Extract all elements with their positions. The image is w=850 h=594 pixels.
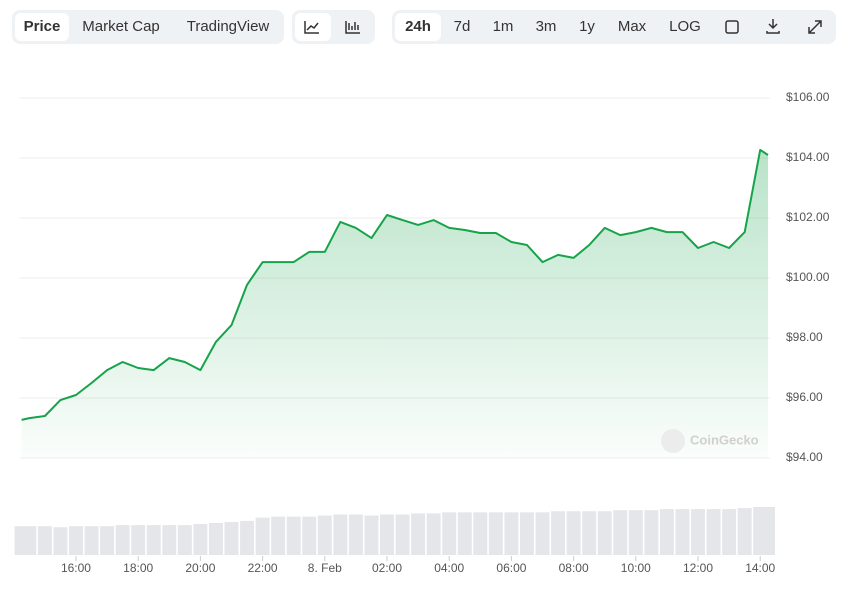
volume-bar (737, 508, 752, 555)
y-tick-label: $100.00 (786, 270, 830, 284)
volume-bar (644, 510, 659, 555)
volume-bar (504, 512, 519, 555)
range-button[interactable]: 1y (579, 18, 595, 35)
range-button[interactable]: 24h (405, 18, 431, 35)
x-tick-label: 8. Feb (308, 561, 342, 575)
volume-bar (208, 523, 223, 555)
fullscreen-icon[interactable] (808, 20, 822, 34)
watermark: CoinGecko (661, 429, 759, 453)
volume-bar (395, 514, 410, 555)
price-line (21, 148, 769, 421)
volume-bar (582, 511, 597, 555)
tab[interactable]: Market Cap (82, 18, 160, 35)
volume-bar (380, 514, 394, 555)
volume-bar (613, 510, 628, 555)
tab-active (15, 13, 69, 41)
x-tick-label: 16:00 (61, 561, 91, 575)
y-tick-label: $102.00 (786, 210, 830, 224)
volume-bar (659, 509, 674, 555)
range-button[interactable]: 7d (454, 18, 471, 35)
x-tick-label: 08:00 (559, 561, 589, 575)
y-tick-label: $98.00 (786, 330, 823, 344)
volume-bar (457, 512, 472, 555)
volume-bar (706, 509, 721, 555)
x-tick-label: 20:00 (185, 561, 215, 575)
watermark-text: CoinGecko (690, 432, 759, 447)
volume-bar (411, 513, 426, 555)
candle-icon[interactable] (345, 21, 360, 34)
x-tick-label: 02:00 (372, 561, 402, 575)
volume-bar (551, 511, 566, 555)
volume-bar (426, 513, 441, 555)
x-tick-label: 22:00 (248, 561, 278, 575)
y-tick-label: $106.00 (786, 90, 830, 104)
x-tick-label: 14:00 (745, 561, 775, 575)
volume-bar (348, 514, 363, 555)
volume-bar (240, 520, 255, 555)
calendar-icon[interactable] (725, 20, 739, 34)
x-tick-label: 06:00 (496, 561, 526, 575)
volume-bar (162, 525, 177, 555)
volume-bar (566, 511, 581, 555)
range-button[interactable]: LOG (669, 18, 701, 35)
range-button[interactable]: Max (618, 18, 647, 35)
range-button[interactable]: 1m (493, 18, 514, 35)
download-icon[interactable] (766, 19, 780, 34)
volume-bar (37, 526, 52, 555)
volume-bar (224, 521, 239, 555)
volume-bar (84, 526, 99, 555)
x-tick-label: 10:00 (621, 561, 651, 575)
volume-bar (442, 512, 457, 555)
range-active (395, 13, 441, 41)
y-tick-label: $96.00 (786, 390, 823, 404)
volume-bar (628, 510, 643, 555)
y-tick-label: $94.00 (786, 450, 823, 464)
volume-bar (691, 509, 706, 555)
tab[interactable]: Price (24, 18, 61, 35)
volume-bar (69, 526, 83, 555)
volume-bar (146, 525, 161, 555)
volume-bar (333, 514, 348, 555)
volume-bar (271, 516, 286, 555)
volume-bar (177, 525, 192, 555)
x-tick-label: 18:00 (123, 561, 153, 575)
volume-bar (115, 525, 130, 555)
volume-bar (519, 512, 534, 555)
range-group (392, 10, 836, 44)
line-icon[interactable] (304, 21, 319, 34)
volume-bar (597, 511, 612, 555)
tab-group (12, 10, 284, 44)
volume-bar (488, 512, 503, 555)
volume-bar (53, 527, 68, 555)
volume-bar (131, 525, 146, 555)
volume-bar (22, 526, 37, 555)
volume-bar (535, 512, 550, 555)
volume-bar (317, 515, 332, 555)
price-area (21, 149, 768, 458)
volume-bar (364, 515, 379, 555)
volume-bar (761, 507, 775, 555)
range-button[interactable]: 3m (536, 18, 557, 35)
volume-bar (675, 509, 690, 555)
volume-bar (100, 526, 115, 555)
volume-bar (302, 516, 317, 555)
volume-bar (473, 512, 488, 555)
volume-bar (193, 524, 208, 555)
x-tick-label: 12:00 (683, 561, 713, 575)
y-tick-label: $104.00 (786, 150, 830, 164)
volume-bar (286, 516, 301, 555)
x-tick-label: 04:00 (434, 561, 464, 575)
volume-bar (255, 517, 270, 555)
tab[interactable]: TradingView (187, 18, 270, 35)
volume-bar (722, 509, 737, 555)
